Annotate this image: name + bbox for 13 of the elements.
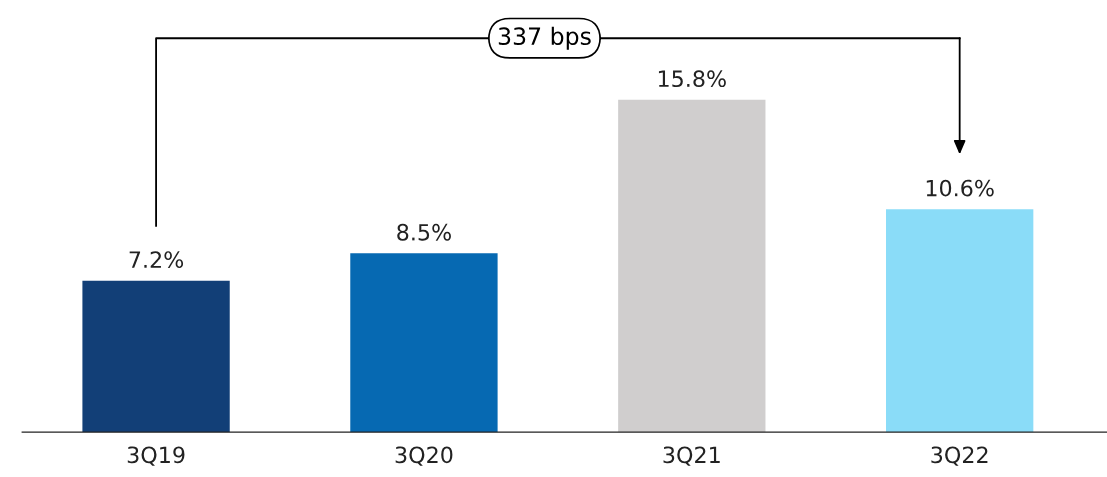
x-tick-label: 3Q19: [127, 446, 185, 466]
data-label: 15.8%: [658, 70, 726, 88]
x-tick-label: 3Q21: [663, 446, 720, 466]
data-label: 7.2%: [129, 251, 184, 269]
data-label: 8.5%: [397, 223, 451, 241]
bar: [82, 280, 230, 433]
x-tick-label: 3Q22: [931, 446, 988, 466]
bar: [350, 253, 498, 433]
data-label: 10.6%: [926, 179, 994, 197]
bar: [618, 99, 766, 433]
bar: [886, 209, 1034, 433]
text: 337 bps: [498, 26, 591, 50]
x-tick-label: 3Q20: [395, 446, 453, 466]
